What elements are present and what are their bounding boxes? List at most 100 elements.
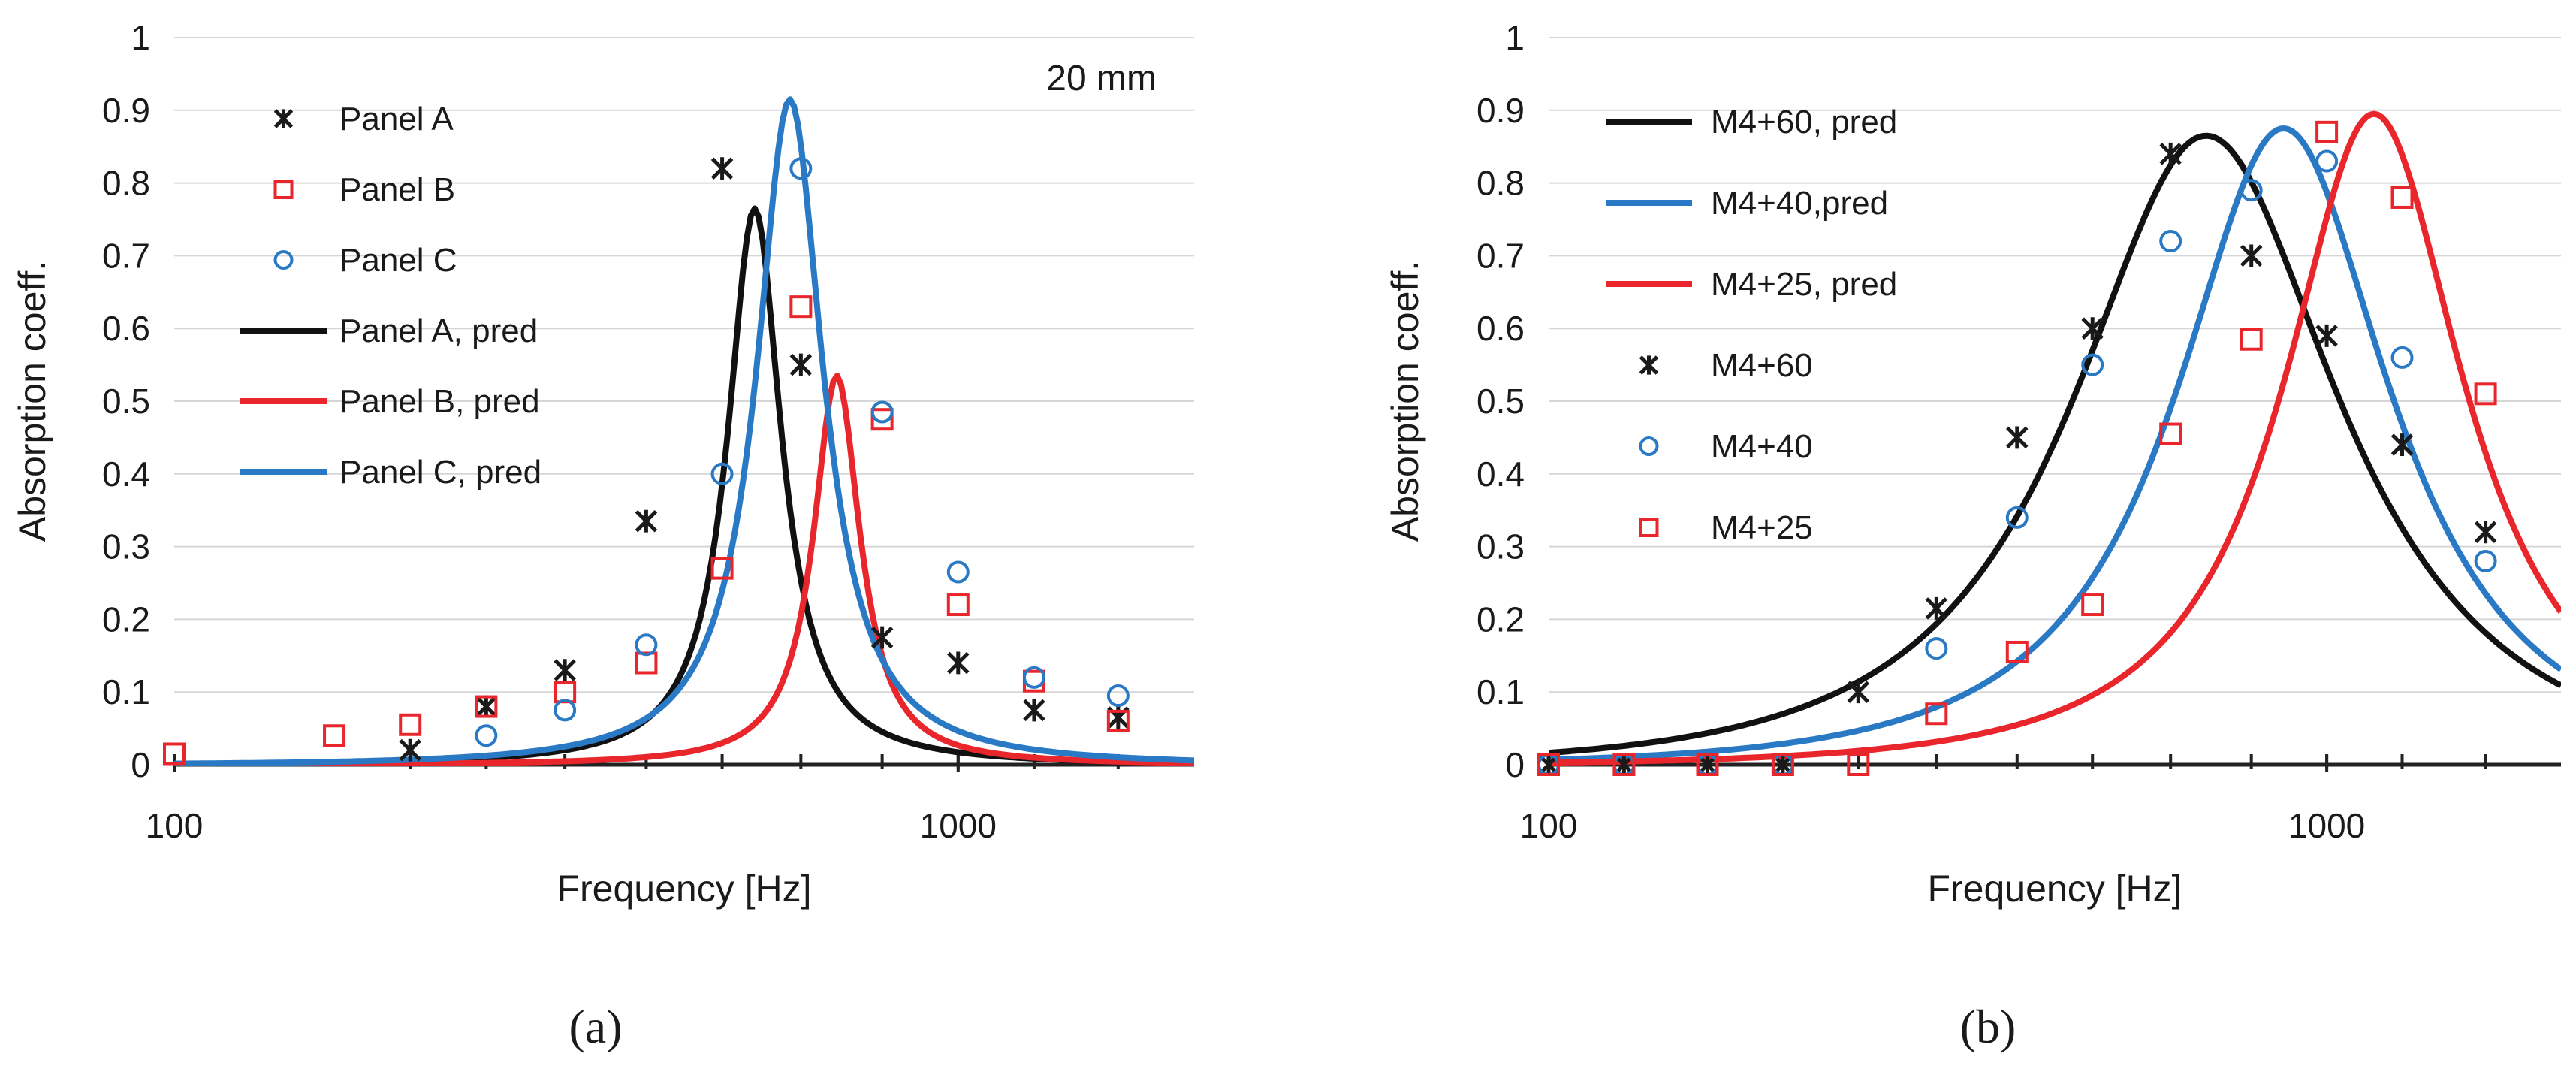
legend-label: Panel A, pred: [339, 313, 538, 349]
pred-line: [174, 96, 1194, 766]
data-point: [2390, 346, 2414, 369]
y-axis-title: Absorption coeff.: [1384, 261, 1426, 542]
data-point: [2390, 433, 2414, 457]
legend-swatch: [1639, 436, 1659, 456]
y-tick-label: 0.5: [102, 382, 150, 421]
y-tick-label: 0.4: [102, 454, 150, 494]
data-point: [2240, 328, 2263, 351]
data-point: [1023, 699, 1045, 722]
data-point: [946, 593, 970, 617]
data-point: [2474, 521, 2497, 544]
data-point: [635, 633, 658, 657]
data-point: [323, 724, 346, 747]
chart-b: 0 0.1 0.2 0.3 0.4 0.5 0.6 0.7 0.8 0.9 1 100 1000 Freq…: [1384, 18, 2561, 910]
panel-a-label: (a): [569, 1000, 622, 1053]
data-point: [1022, 666, 1045, 689]
x-axis-title: Frequency [Hz]: [557, 868, 811, 910]
y-tick-label: 0.6: [1477, 309, 1525, 348]
data-point: [2474, 382, 2497, 406]
legend-label: M4+25, pred: [1711, 266, 1897, 303]
data-point: [2159, 422, 2182, 445]
data-point: [789, 353, 813, 376]
data-point: [399, 713, 422, 736]
x-tick-label: 100: [146, 806, 204, 845]
data-point: [1925, 637, 1948, 660]
y-tick-label: 0.8: [102, 164, 150, 203]
legend-label: M4+40: [1711, 428, 1813, 465]
y-tick-label: 1: [1505, 18, 1525, 57]
legend-label: M4+60, pred: [1711, 104, 1897, 140]
legend-swatch: [273, 180, 294, 199]
data-point: [710, 462, 734, 485]
y-tick-label: 0.1: [102, 672, 150, 711]
y-tick-label: 0.2: [102, 599, 150, 639]
data-point: [2081, 353, 2104, 376]
data-point: [946, 560, 970, 584]
y-tick-label: 0.3: [102, 527, 150, 566]
y-tick-label: 0.7: [1477, 236, 1525, 275]
y-tick-label: 0.7: [102, 236, 150, 275]
y-tick-label: 0: [131, 745, 150, 784]
data-point: [2474, 549, 2497, 572]
data-point: [1537, 753, 1560, 776]
legend-swatch: [1639, 355, 1659, 375]
legend-swatch: [273, 109, 294, 128]
data-point: [2005, 640, 2029, 663]
data-point: [2081, 317, 2104, 340]
data-point: [1107, 706, 1130, 729]
data-point: [475, 695, 498, 718]
x-tick-label: 1000: [2288, 806, 2365, 845]
data-point: [475, 724, 498, 747]
data-point: [947, 651, 970, 675]
y-tick-label: 0.4: [1477, 454, 1525, 494]
legend-label: Panel C, pred: [339, 454, 541, 491]
data-point: [870, 626, 894, 649]
legend-label: Panel B: [339, 171, 455, 208]
legend-label: M4+25: [1711, 509, 1813, 546]
y-tick-label: 0.6: [102, 309, 150, 348]
data-point: [2006, 426, 2029, 449]
data-point: [1106, 684, 1130, 708]
y-tick-label: 0.9: [1477, 91, 1525, 130]
x-tick-label: 100: [1520, 806, 1578, 845]
data-point: [1771, 753, 1794, 776]
data-point: [399, 738, 421, 762]
panel-b-label: (b): [1960, 1000, 2016, 1053]
data-point: [1106, 709, 1130, 732]
panel-labels: (a) (b): [569, 1000, 2016, 1053]
data-point: [2315, 149, 2339, 173]
data-point: [635, 509, 658, 533]
y-tick-label: 0: [1505, 745, 1525, 784]
data-point: [1847, 753, 1870, 776]
legend-swatch: [273, 250, 294, 270]
y-tick-label: 0.2: [1477, 599, 1525, 639]
chart-a: 0 0.1 0.2 0.3 0.4 0.5 0.6 0.7 0.8 0.9 1 100 1000 Freq…: [11, 18, 1194, 910]
data-point: [870, 408, 894, 431]
pred-line: [1549, 132, 2561, 756]
data-point: [1612, 753, 1636, 776]
data-point: [870, 400, 894, 424]
y-tick-label: 0.1: [1477, 672, 1525, 711]
data-point: [710, 157, 734, 180]
data-point: [2159, 230, 2182, 253]
y-tick-label: 0.9: [102, 91, 150, 130]
data-point: [2159, 142, 2182, 165]
data-point: [2081, 593, 2104, 617]
data-point: [163, 742, 186, 766]
y-tick-label: 0.8: [1477, 164, 1525, 203]
legend-label: Panel A: [339, 101, 454, 137]
y-axis-title: Absorption coeff.: [11, 261, 53, 542]
legend-label: Panel C: [339, 242, 457, 279]
pred-line: [174, 373, 1194, 766]
y-tick-label: 0.5: [1477, 382, 1525, 421]
data-point: [554, 659, 576, 682]
legend-label: M4+60: [1711, 347, 1813, 384]
data-point: [2240, 244, 2263, 267]
legend-label: Panel B, pred: [339, 383, 540, 420]
y-tick-label: 1: [131, 18, 150, 57]
x-axis-title: Frequency [Hz]: [1927, 868, 2182, 910]
data-point: [2390, 186, 2414, 209]
data-point: [1847, 681, 1870, 704]
pred-line: [1549, 125, 2561, 763]
